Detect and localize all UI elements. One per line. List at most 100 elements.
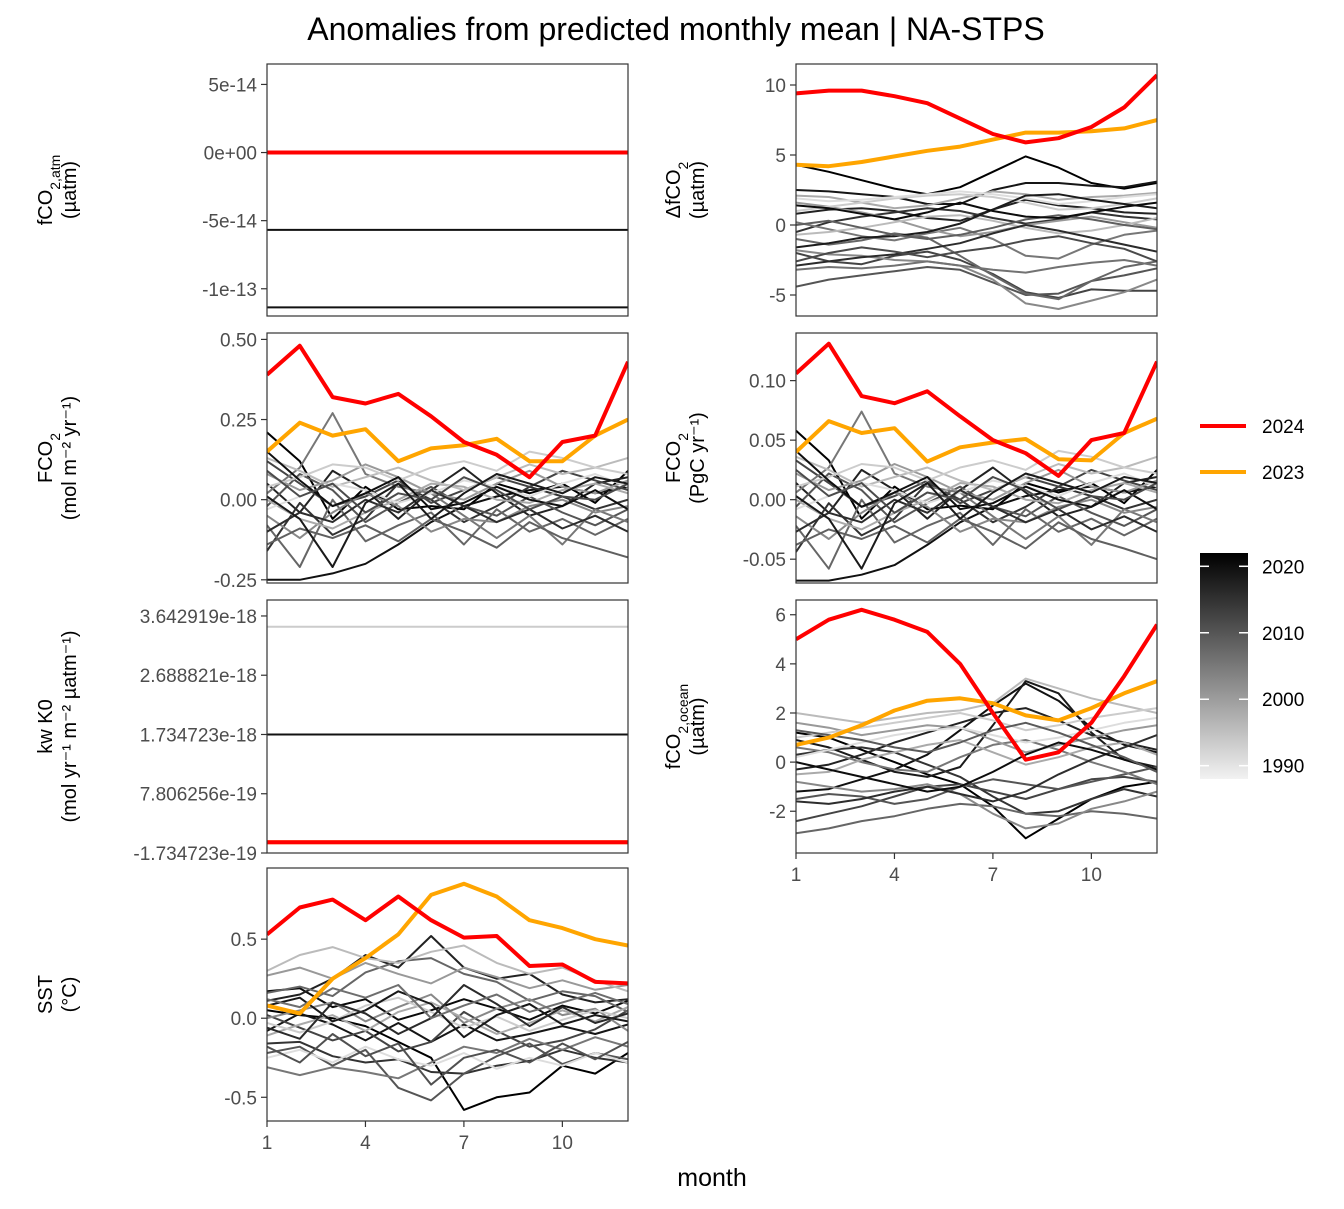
- series-line-year: [267, 984, 628, 1040]
- series-line-year: [796, 780, 1157, 830]
- y-tick-label: -0.25: [214, 571, 257, 592]
- y-axis-label: ΔfCO2: [663, 161, 691, 218]
- series-line-year: [796, 214, 1157, 236]
- series-line-2023: [796, 416, 1157, 464]
- legend-label-2023: 2023: [1262, 463, 1304, 484]
- series-group: [267, 343, 628, 581]
- series-line-year: [267, 457, 628, 492]
- series-line-year: [796, 249, 1157, 310]
- y-axis-units: (°C): [59, 977, 81, 1013]
- x-axis-label: month: [677, 1164, 746, 1192]
- series-line-year: [267, 450, 628, 488]
- series-line-year: [796, 455, 1157, 492]
- series-group: [267, 150, 628, 309]
- colorbar-tick-label: 2020: [1262, 557, 1304, 578]
- series-line-2024: [796, 607, 1157, 762]
- y-tick-label: 0e+00: [204, 144, 257, 165]
- colorbar-tick-label: 2010: [1262, 624, 1304, 645]
- y-axis-label-main: FCO: [35, 441, 57, 483]
- series-group: [796, 607, 1157, 840]
- y-tick-label: 2: [775, 704, 786, 725]
- panel-frame: [266, 332, 629, 584]
- series-line-year: [796, 721, 1157, 754]
- series-line-year: [267, 993, 628, 1032]
- series-line-2023: [267, 881, 628, 1016]
- series-line-year: [267, 990, 628, 1039]
- series-line-year: [267, 1036, 628, 1080]
- y-tick-label: 0.10: [749, 372, 786, 393]
- series-line-year: [796, 677, 1157, 724]
- y-tick-label: -1e-13: [202, 280, 257, 301]
- y-axis-label: FCO2: [35, 433, 63, 483]
- series-line-year: [796, 259, 1157, 274]
- series-line-year: [796, 232, 1157, 301]
- series-line-year: [796, 155, 1157, 196]
- y-tick-label: 0.50: [220, 330, 257, 351]
- y-tick-label: 0.0: [231, 1009, 257, 1030]
- y-axis-units: (mol yr⁻¹ m⁻² µatm⁻¹): [59, 630, 81, 822]
- y-tick-label: 5e-14: [208, 75, 257, 96]
- y-axis-label: fCO2,ocean: [663, 684, 691, 769]
- series-line-year: [796, 235, 1157, 263]
- colorbar-ticks: 2020 2010 2000 1990: [1200, 557, 1304, 778]
- series-line-year: [267, 470, 628, 514]
- colorbar-tick-label: 2000: [1262, 690, 1304, 711]
- series-line-year: [796, 193, 1157, 212]
- y-axis-label-main: fCO: [35, 190, 57, 226]
- y-axis-units: (µatm): [687, 697, 709, 755]
- panel-flux_area: 0.50 0.25 0.00 -0.25 FCO2(mol m⁻² yr⁻¹): [35, 330, 629, 592]
- x-tick-label: 4: [889, 865, 900, 886]
- legend: 2024 2023 2020 2010 2000 1990: [1200, 417, 1305, 779]
- y-axis-label: FCO2: [663, 433, 691, 483]
- y-tick-label: 0: [775, 216, 786, 237]
- series-line-year: [796, 482, 1157, 553]
- series-line-year: [796, 766, 1157, 805]
- y-tick-label: 0.05: [749, 431, 786, 452]
- y-tick-label: 5: [775, 146, 786, 167]
- y-axis-units: (mol m⁻² yr⁻¹): [59, 396, 81, 520]
- y-tick-label: 6: [775, 606, 786, 627]
- y-tick-label: -5: [769, 286, 786, 307]
- series-line-year: [267, 1033, 628, 1086]
- y-tick-label: 7.806256e-19: [140, 785, 257, 806]
- y-tick-label: -1.734723e-19: [133, 844, 257, 865]
- y-axis-units: (PgC yr⁻¹): [687, 412, 709, 504]
- series-line-year: [796, 449, 1157, 488]
- series-line-2024: [796, 341, 1157, 478]
- series-line-2024: [267, 343, 628, 480]
- series-line-year: [796, 716, 1157, 759]
- series-line-year: [796, 741, 1157, 793]
- y-tick-label: 0.00: [749, 491, 786, 512]
- series-line-year: [796, 207, 1157, 233]
- panel-frame: [266, 867, 629, 1122]
- y-tick-label: 10: [765, 76, 786, 97]
- series-line-year: [267, 961, 628, 991]
- y-axis-label-sub: 2,ocean: [675, 684, 691, 734]
- panel-frame: [795, 599, 1158, 854]
- panel-frame: [266, 63, 629, 317]
- series-line-year: [796, 498, 1157, 570]
- series-line-2024: [267, 894, 628, 986]
- series-line-year: [267, 957, 628, 1013]
- series-line-year: [267, 412, 628, 546]
- series-line-year: [796, 469, 1157, 514]
- y-tick-label: 0: [775, 753, 786, 774]
- series-line-year: [796, 266, 1157, 296]
- x-tick-label: 4: [360, 1133, 371, 1154]
- panel-sst: 0.5 0.0 -0.5 1 4 7 10 SST (°C): [35, 867, 629, 1154]
- series-line-year: [796, 489, 1157, 533]
- x-tick-label: 7: [459, 1133, 470, 1154]
- series-line-year: [796, 224, 1157, 267]
- series-line-year: [796, 746, 1157, 815]
- colorbar-tick-label: 1990: [1262, 757, 1304, 778]
- y-axis-label-sub: 2: [675, 433, 691, 441]
- y-tick-label: -0.5: [224, 1088, 257, 1109]
- series-line-year: [796, 739, 1157, 786]
- y-axis-label-sub: 2: [675, 161, 691, 169]
- series-line-year: [796, 201, 1157, 238]
- x-tick-label: 10: [552, 1133, 573, 1154]
- y-tick-label: 4: [775, 655, 786, 676]
- y-axis-units: (µatm): [687, 161, 709, 219]
- colorbar: [1200, 553, 1248, 779]
- y-axis-label-main: fCO: [663, 734, 685, 770]
